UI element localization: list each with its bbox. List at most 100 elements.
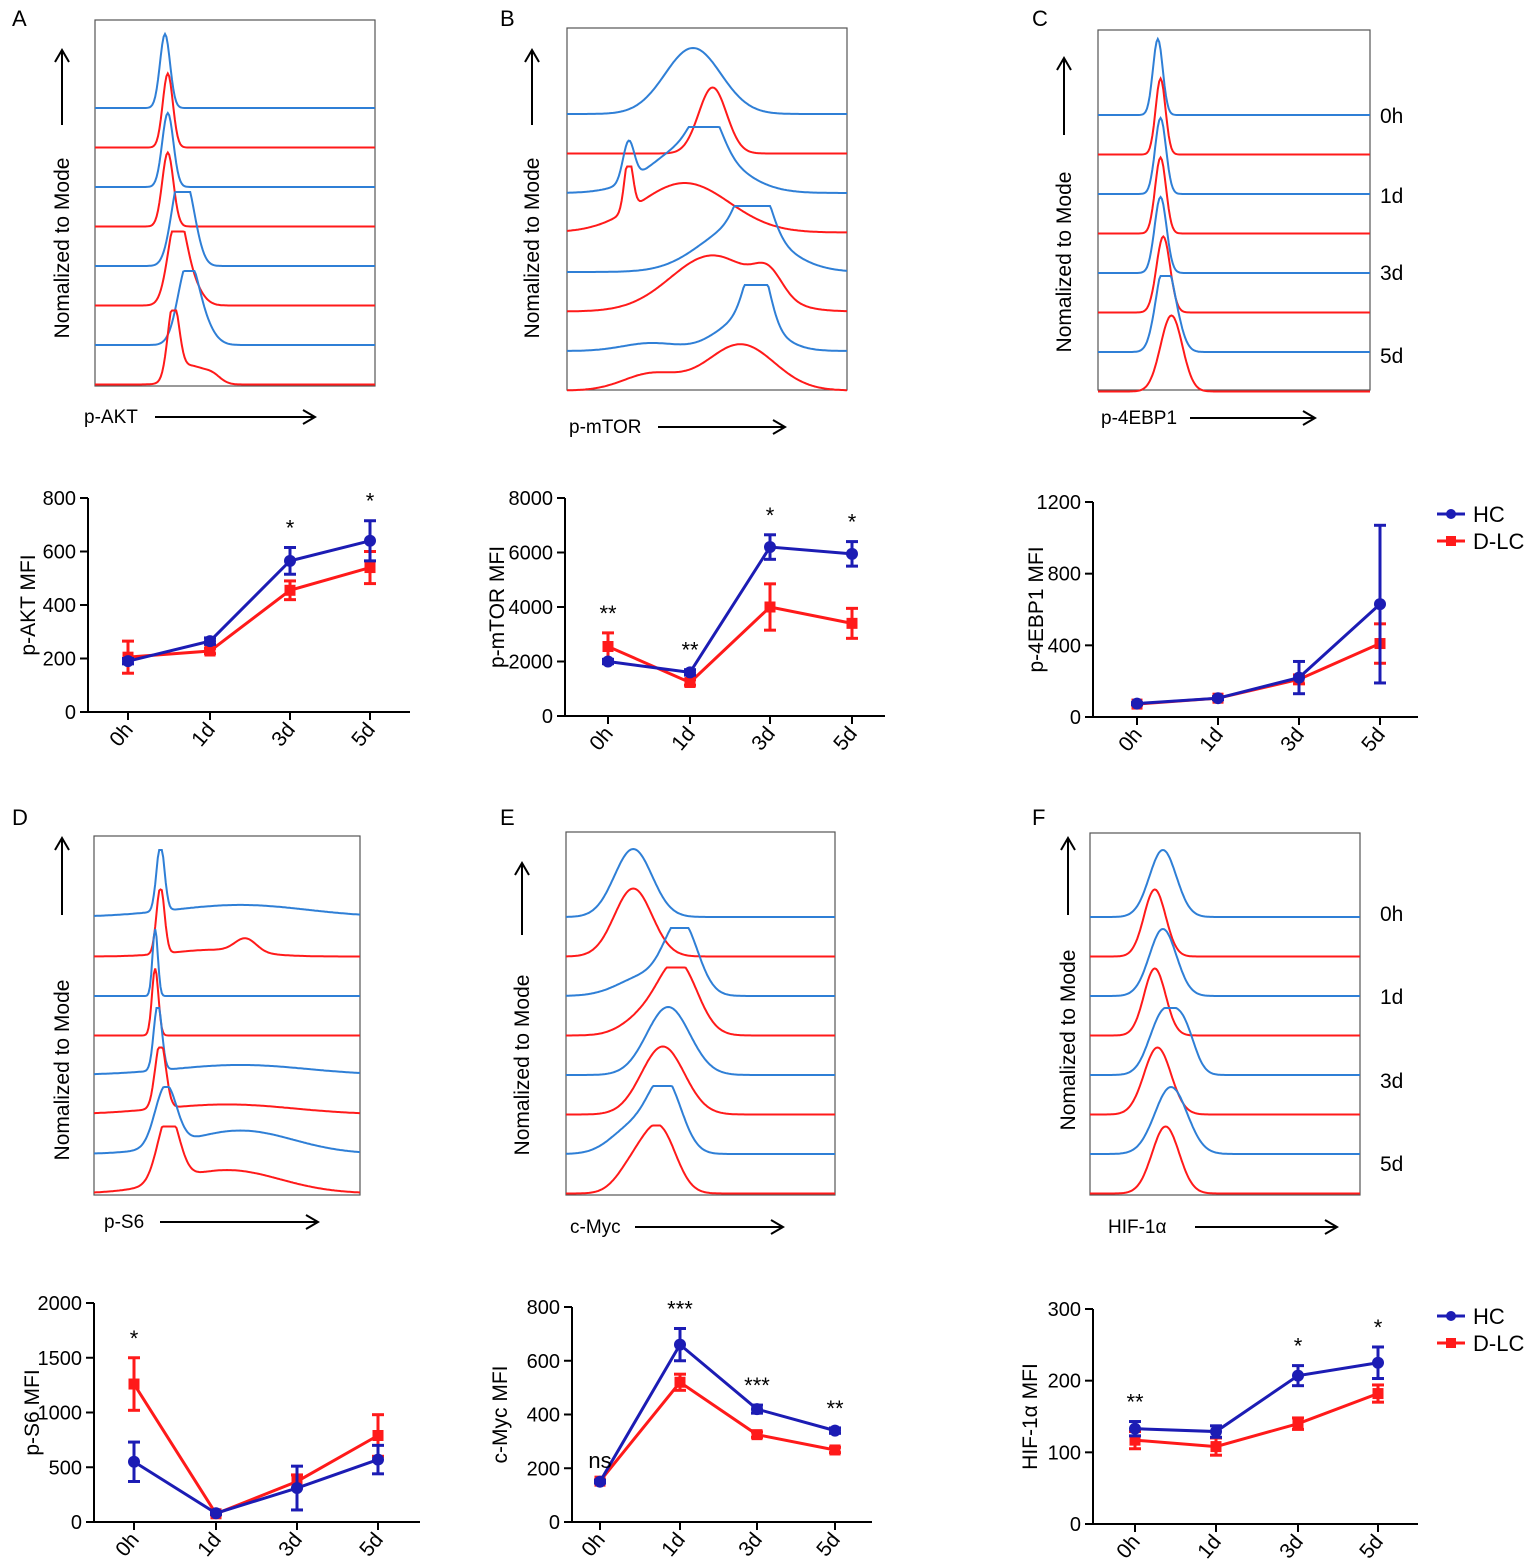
y-tick-label: 1500 bbox=[38, 1348, 83, 1370]
data-point bbox=[1210, 1441, 1222, 1453]
y-tick-label: 200 bbox=[1048, 1371, 1081, 1393]
legend-hc-marker bbox=[1446, 1311, 1456, 1321]
arrow-right-icon bbox=[1324, 1219, 1339, 1235]
timepoint-label: 5d bbox=[1380, 1153, 1403, 1176]
histogram-xlabel: p-AKT bbox=[84, 407, 138, 428]
data-point bbox=[122, 655, 134, 668]
x-tick-label: 5d bbox=[812, 1528, 845, 1561]
hc-series bbox=[594, 1327, 841, 1488]
dlc-histogram-curve bbox=[1090, 1125, 1360, 1195]
series-line bbox=[598, 1380, 836, 1483]
data-point bbox=[764, 601, 776, 613]
hc-series bbox=[1131, 523, 1386, 710]
dlc-histogram-curve bbox=[566, 1124, 835, 1195]
panel-letter: E bbox=[500, 805, 515, 830]
arrow-up-icon bbox=[54, 48, 70, 63]
panel-letter: A bbox=[12, 6, 27, 31]
significance-mark: * bbox=[286, 515, 295, 540]
data-point bbox=[602, 641, 614, 653]
data-point bbox=[1292, 1418, 1304, 1430]
y-tick-label: 600 bbox=[527, 1351, 560, 1373]
series-line bbox=[1136, 642, 1381, 706]
y-tick-label: 0 bbox=[71, 1512, 82, 1534]
hc-series bbox=[1129, 1345, 1384, 1439]
hc-histogram-curve bbox=[1098, 275, 1370, 353]
series-line bbox=[607, 545, 853, 675]
data-point bbox=[128, 1378, 140, 1390]
histogram-frame bbox=[566, 27, 848, 391]
arrow-right-icon bbox=[1302, 410, 1317, 426]
histogram-xlabel: c-Myc bbox=[570, 1217, 621, 1238]
data-point bbox=[291, 1482, 303, 1495]
legend-hc-marker bbox=[1446, 509, 1456, 519]
data-point bbox=[751, 1429, 763, 1441]
legend-hc-label: HC bbox=[1473, 502, 1505, 527]
y-tick-label: 600 bbox=[43, 542, 76, 564]
x-tick-label: 1d bbox=[187, 718, 220, 751]
series-line bbox=[133, 1458, 379, 1515]
data-point bbox=[846, 617, 858, 629]
hc-histogram-curve bbox=[95, 111, 375, 188]
x-tick-label: 1d bbox=[1195, 723, 1228, 756]
dlc-histogram-curve bbox=[567, 343, 847, 392]
histogram-xlabel: p-4EBP1 bbox=[1101, 408, 1177, 429]
significance-mark: * bbox=[1374, 1315, 1383, 1340]
y-tick-label: 800 bbox=[1048, 564, 1081, 586]
histogram-panel-A: Ap-AKT Nomalized to Mode bbox=[12, 6, 376, 428]
data-point bbox=[594, 1475, 606, 1488]
arrow-right-icon bbox=[772, 419, 787, 435]
dlc-histogram-curve bbox=[1090, 888, 1360, 958]
x-tick-label: 0h bbox=[1114, 723, 1147, 756]
hc-histogram-curve bbox=[567, 205, 848, 273]
data-point bbox=[284, 584, 296, 596]
data-point bbox=[1129, 1422, 1141, 1435]
data-point bbox=[204, 635, 216, 648]
hc-histogram-curve bbox=[1090, 1085, 1360, 1155]
legend: HCD-LC bbox=[1437, 1304, 1524, 1356]
dlc-histogram-curve bbox=[1090, 1046, 1360, 1116]
arrow-up-icon bbox=[524, 48, 540, 63]
significance-mark: * bbox=[848, 510, 857, 535]
histogram-ylabel: Nomalized to Mode bbox=[511, 975, 534, 1156]
x-tick-label: 5d bbox=[1355, 1530, 1388, 1563]
legend-dlc-label: D-LC bbox=[1473, 529, 1524, 554]
data-point bbox=[829, 1444, 841, 1456]
y-axis-label: p-mTOR MFI bbox=[486, 546, 509, 668]
y-tick-label: 200 bbox=[43, 649, 76, 671]
y-axis-label: HIF-1α MFI bbox=[1019, 1363, 1042, 1470]
hc-histogram-curve bbox=[95, 191, 375, 267]
y-tick-label: 8000 bbox=[509, 488, 554, 510]
y-tick-label: 100 bbox=[1048, 1442, 1081, 1464]
x-tick-label: 3d bbox=[1275, 1530, 1308, 1563]
y-tick-label: 6000 bbox=[509, 543, 554, 565]
data-point bbox=[364, 562, 376, 574]
dlc-series bbox=[1129, 1383, 1384, 1457]
line-chart-A: 0 200 400 600 800 0h 1d 3d 5d p-AKT MFI * * bbox=[17, 488, 410, 751]
timepoint-label: 0h bbox=[1380, 105, 1403, 128]
y-tick-label: 400 bbox=[527, 1405, 560, 1427]
data-point bbox=[372, 1429, 384, 1441]
line-chart-D: 0 500 1000 1500 2000 0h 1d 3d 5d p-S6 MFI * bbox=[21, 1293, 420, 1561]
data-point bbox=[674, 1338, 686, 1351]
dlc-histogram-curve bbox=[567, 86, 847, 155]
dlc-histogram-curve bbox=[566, 1045, 835, 1116]
data-point bbox=[1292, 1369, 1304, 1382]
timepoint-label: 3d bbox=[1380, 262, 1403, 285]
legend: HCD-LC bbox=[1437, 502, 1524, 554]
histogram-frame bbox=[1089, 832, 1361, 1196]
hc-histogram-curve bbox=[567, 284, 847, 352]
panel-letter: F bbox=[1032, 805, 1045, 830]
legend-dlc-marker bbox=[1446, 1338, 1456, 1348]
y-tick-label: 0 bbox=[1070, 1514, 1081, 1536]
y-tick-label: 500 bbox=[49, 1457, 82, 1479]
hc-histogram-curve bbox=[566, 847, 835, 918]
timepoint-label: 1d bbox=[1380, 185, 1403, 208]
x-tick-label: 1d bbox=[667, 722, 700, 755]
series-line bbox=[127, 539, 371, 663]
arrow-up-icon bbox=[1056, 56, 1072, 71]
dlc-series bbox=[122, 550, 376, 675]
histogram-xlabel: HIF-1α bbox=[1108, 1217, 1167, 1238]
hc-histogram-curve bbox=[1098, 195, 1370, 274]
